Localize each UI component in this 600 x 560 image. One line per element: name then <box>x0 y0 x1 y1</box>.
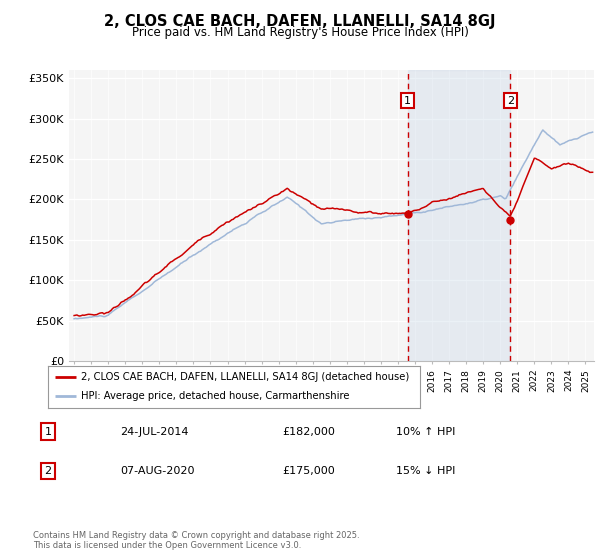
Text: 10% ↑ HPI: 10% ↑ HPI <box>396 427 455 437</box>
Text: 15% ↓ HPI: 15% ↓ HPI <box>396 466 455 476</box>
Text: 1: 1 <box>404 96 411 106</box>
Text: Contains HM Land Registry data © Crown copyright and database right 2025.
This d: Contains HM Land Registry data © Crown c… <box>33 530 359 550</box>
Text: Price paid vs. HM Land Registry's House Price Index (HPI): Price paid vs. HM Land Registry's House … <box>131 26 469 39</box>
Text: £182,000: £182,000 <box>282 427 335 437</box>
Text: HPI: Average price, detached house, Carmarthenshire: HPI: Average price, detached house, Carm… <box>82 391 350 402</box>
Text: 2, CLOS CAE BACH, DAFEN, LLANELLI, SA14 8GJ (detached house): 2, CLOS CAE BACH, DAFEN, LLANELLI, SA14 … <box>82 372 410 382</box>
Text: 07-AUG-2020: 07-AUG-2020 <box>120 466 194 476</box>
Text: 24-JUL-2014: 24-JUL-2014 <box>120 427 188 437</box>
Text: 2: 2 <box>44 466 52 476</box>
Text: 1: 1 <box>44 427 52 437</box>
Text: £175,000: £175,000 <box>282 466 335 476</box>
Text: 2, CLOS CAE BACH, DAFEN, LLANELLI, SA14 8GJ: 2, CLOS CAE BACH, DAFEN, LLANELLI, SA14 … <box>104 14 496 29</box>
Bar <box>407 70 511 361</box>
Text: 2: 2 <box>507 96 514 106</box>
